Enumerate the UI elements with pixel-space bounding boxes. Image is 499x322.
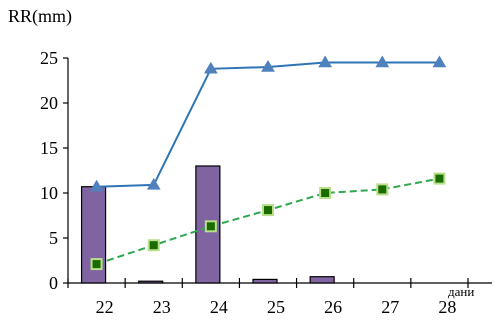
- square-marker: [90, 258, 103, 271]
- square-marker: [204, 220, 217, 233]
- triangle-marker: [318, 55, 333, 68]
- bar: [138, 280, 164, 284]
- square-marker: [376, 183, 389, 196]
- square-marker: [262, 204, 274, 217]
- x-tick-label: 26: [324, 297, 342, 317]
- axes: [63, 57, 492, 288]
- bar: [252, 278, 278, 284]
- square-marker: [319, 187, 332, 199]
- x-tick-label: 24: [210, 297, 228, 317]
- x-tick-label: 28: [438, 297, 456, 317]
- y-tick-label: 20: [40, 93, 58, 113]
- square-marker: [147, 239, 160, 252]
- triangle-marker: [203, 61, 218, 74]
- x-tick-label: 25: [267, 297, 285, 317]
- x-tick-label: 23: [153, 297, 171, 317]
- square-marker: [433, 172, 446, 185]
- y-tick-label: 25: [40, 48, 58, 68]
- y-tick-label: 10: [40, 183, 58, 203]
- tick-labels: 0 5 10 15 20 25 22 23 24 25 26 27 28: [40, 48, 456, 317]
- bar: [309, 276, 335, 284]
- line-series: [89, 55, 447, 271]
- x-tick-label: 27: [381, 297, 399, 317]
- y-tick-label: 0: [49, 273, 58, 293]
- y-tick-label: 15: [40, 138, 58, 158]
- triangle-marker: [146, 177, 161, 190]
- y-axis-title: RR(mm): [8, 6, 72, 27]
- triangle-marker: [432, 55, 447, 68]
- triangle-marker: [89, 179, 104, 192]
- triangle-marker: [261, 60, 275, 72]
- y-tick-label: 5: [49, 228, 58, 248]
- solid-line: [96, 61, 440, 188]
- triangle-marker: [375, 55, 390, 68]
- x-axis-title: дани: [448, 284, 474, 299]
- x-tick-label: 22: [96, 297, 114, 317]
